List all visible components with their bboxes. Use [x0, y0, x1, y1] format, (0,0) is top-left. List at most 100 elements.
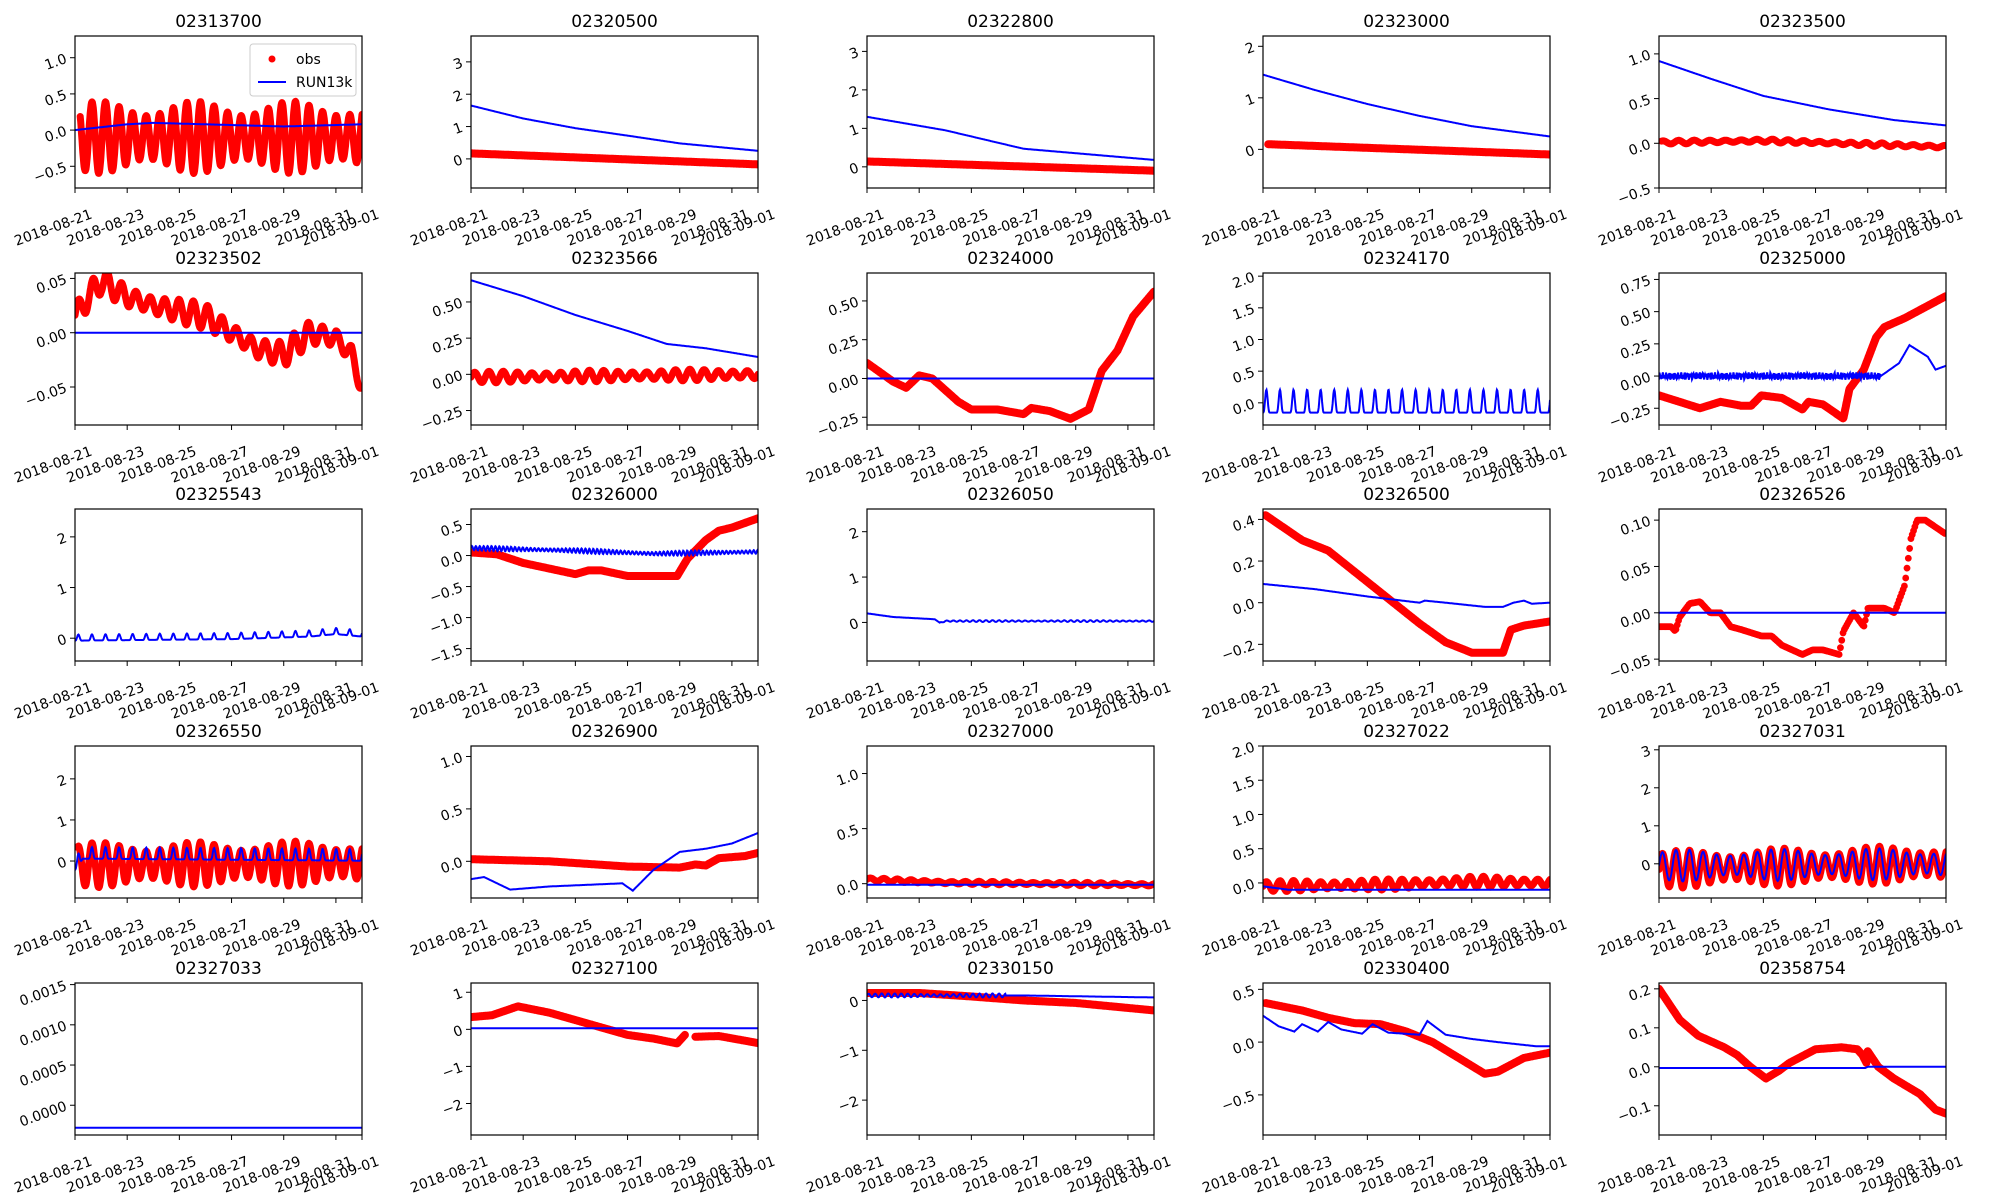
y-tick-label: −0.25 — [1607, 402, 1653, 432]
y-tick-label: 2 — [1639, 781, 1653, 799]
obs-point — [1901, 582, 1908, 590]
model-series — [471, 832, 758, 893]
obs-series — [867, 157, 1154, 175]
y-tick-label: −0.5 — [1220, 1088, 1257, 1115]
y-tick-label: −0.1 — [1616, 1099, 1653, 1126]
obs-series — [1263, 511, 1550, 657]
obs-series — [1264, 140, 1550, 159]
axes-frame — [866, 508, 1155, 662]
y-tick-label: 1.0 — [439, 750, 465, 773]
subplot-title: 02327033 — [175, 959, 262, 979]
y-tick-label: 0 — [451, 152, 465, 170]
model-series — [471, 544, 758, 558]
y-tick-label: 0 — [1639, 857, 1653, 875]
obs-point — [1902, 574, 1910, 582]
y-tick-label: 1 — [1243, 91, 1257, 109]
y-tick-label: 0.5 — [835, 822, 861, 845]
y-tick-label: 0.75 — [1618, 273, 1653, 299]
subplot-02327031: 0232703101232018-08-212018-08-232018-08-… — [1596, 722, 1965, 960]
subplot-02325000: 02325000−0.250.000.250.500.752018-08-212… — [1596, 249, 1965, 487]
model-series — [471, 104, 758, 152]
model-series — [1263, 1014, 1550, 1048]
axes-frame — [1262, 272, 1551, 426]
axes-frame — [866, 982, 1155, 1136]
y-tick-label: 1.0 — [1231, 808, 1257, 831]
y-tick-label: 1.0 — [1231, 333, 1257, 356]
y-tick-label: 0.50 — [826, 294, 861, 320]
obs-series — [1263, 999, 1550, 1078]
obs-series — [1659, 292, 1946, 423]
subplot-02327000: 023270000.00.51.02018-08-212018-08-23201… — [804, 722, 1173, 960]
subplot-title: 02320500 — [571, 12, 658, 32]
y-tick-label: 0.5 — [1627, 92, 1653, 115]
subplot-02327022: 023270220.00.51.01.52.02018-08-212018-08… — [1200, 722, 1569, 960]
obs-point — [1837, 644, 1844, 652]
y-tick-label: 0.0 — [439, 549, 465, 572]
model-series — [1659, 60, 1946, 127]
subplot-title: 02358754 — [1759, 959, 1846, 979]
axes-frame — [74, 35, 363, 189]
subplot-02323000: 023230000122018-08-212018-08-232018-08-2… — [1200, 12, 1569, 250]
subplot-02323566: 02323566−0.250.000.250.502018-08-212018-… — [408, 249, 777, 487]
obs-point — [1941, 530, 1946, 537]
obs-series — [75, 273, 362, 392]
y-tick-label: 0 — [1243, 143, 1257, 161]
y-tick-label: 0.0 — [1627, 137, 1653, 160]
subplot-02326550: 023265500122018-08-212018-08-232018-08-2… — [12, 722, 381, 960]
obs-point — [1861, 616, 1869, 624]
subplot-title: 02323566 — [571, 249, 658, 269]
y-tick-label: −0.5 — [428, 580, 465, 607]
model-series — [1659, 343, 1946, 384]
y-tick-label: 1 — [1639, 819, 1653, 837]
axes-frame — [1262, 982, 1551, 1136]
axes-frame — [1262, 745, 1551, 899]
axes-frame — [470, 35, 759, 189]
y-tick-label: 1 — [847, 122, 861, 140]
subplot-title: 02323502 — [175, 249, 262, 269]
y-tick-label: 2.0 — [1231, 739, 1257, 762]
y-tick-label: 0.0 — [439, 855, 465, 878]
subplot-02358754: 02358754−0.10.00.10.22018-08-212018-08-2… — [1596, 959, 1965, 1197]
axes-frame — [1658, 982, 1947, 1136]
axes-frame — [1658, 35, 1947, 189]
subplot-title: 02324000 — [967, 249, 1054, 269]
obs-series — [471, 365, 758, 387]
y-tick-label: 0.2 — [1231, 554, 1257, 577]
subplot-02322800: 0232280001232018-08-212018-08-232018-08-… — [804, 12, 1173, 250]
y-tick-label: 2 — [847, 525, 861, 543]
subplot-title: 02327000 — [967, 722, 1054, 742]
y-tick-label: 1.5 — [1231, 301, 1257, 324]
y-tick-label: 1 — [451, 986, 465, 1004]
model-series — [1263, 885, 1550, 891]
subplot-title: 02326526 — [1759, 485, 1846, 505]
obs-series — [1659, 135, 1946, 152]
obs-series — [76, 97, 362, 177]
model-series — [75, 121, 362, 132]
y-tick-label: 0.00 — [34, 326, 69, 352]
y-tick-label: −1 — [836, 1044, 861, 1066]
y-tick-label: 0.05 — [1618, 560, 1653, 586]
subplot-02313700: 02313700−0.50.00.51.02018-08-212018-08-2… — [12, 12, 381, 250]
subplot-title: 02326000 — [571, 485, 658, 505]
model-series — [1263, 386, 1550, 414]
obs-point — [1835, 651, 1843, 658]
axes-frame — [1262, 35, 1551, 189]
subplot-title: 02327022 — [1363, 722, 1450, 742]
y-tick-label: −0.5 — [1616, 181, 1653, 208]
y-tick-label: 0.5 — [1231, 365, 1257, 388]
y-tick-label: 0.00 — [826, 372, 861, 398]
model-series — [75, 627, 362, 642]
y-tick-label: −1.0 — [428, 611, 465, 638]
subplot-title: 02325543 — [175, 485, 262, 505]
obs-series — [471, 149, 758, 169]
y-tick-label: 0.25 — [1618, 337, 1653, 363]
y-tick-label: 0.25 — [430, 332, 465, 358]
obs-series — [75, 837, 362, 891]
y-tick-label: 3 — [451, 55, 465, 73]
y-tick-label: −2 — [836, 1094, 861, 1116]
legend-obs-marker — [268, 55, 276, 63]
y-tick-label: 3 — [847, 45, 861, 63]
y-tick-label: 1.0 — [835, 767, 861, 790]
y-tick-label: 0.00 — [1618, 369, 1653, 395]
